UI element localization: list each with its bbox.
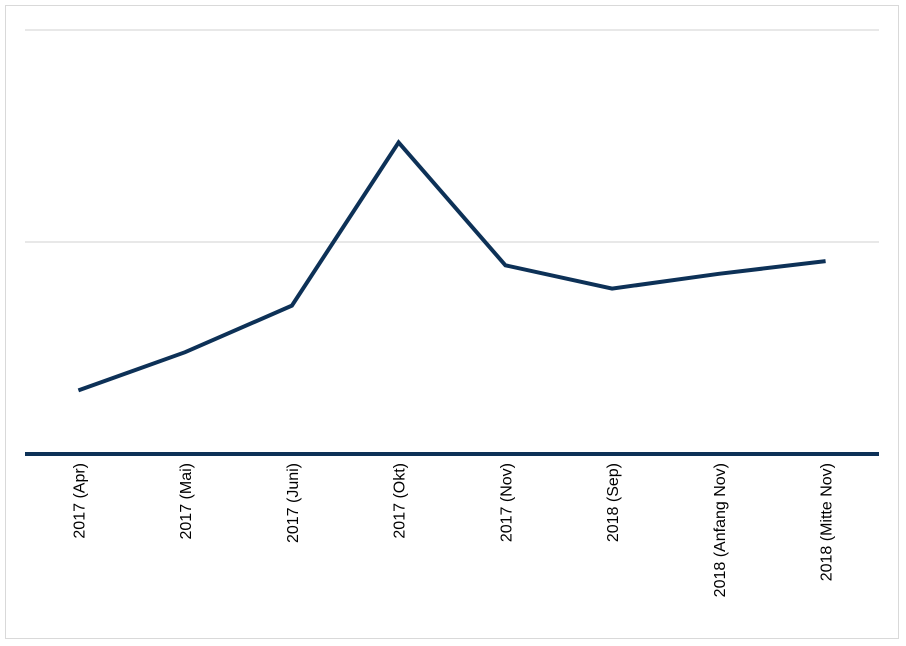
series-line [77, 139, 826, 393]
x-tick-label: 2018 (Sep) [605, 463, 622, 542]
series-layer [77, 139, 826, 393]
gridlines [25, 29, 879, 243]
chart-frame [5, 5, 899, 639]
x-tick-label: 2017 (Apr) [71, 463, 88, 539]
x-tick-labels: 2017 (Apr) 2017 (Mai) 2017 (Juni) 2017 (Okt… [71, 463, 835, 597]
x-tick-label: 2017 (Juni) [285, 463, 302, 543]
x-tick-label: 2017 (Okt) [392, 463, 409, 539]
x-tick-label: 2018 (Anfang Nov) [712, 463, 729, 597]
x-tick-label: 2017 (Nov) [498, 463, 515, 542]
x-tick-label: 2018 (Mitte Nov) [819, 463, 836, 581]
x-tick-label: 2017 (Mai) [178, 463, 195, 539]
